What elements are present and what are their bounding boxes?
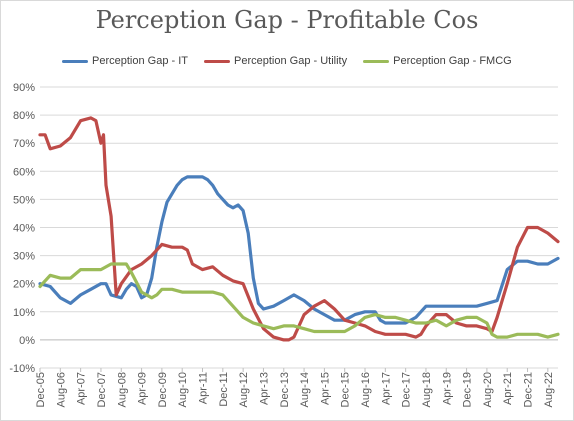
y-tick-label: 60% (13, 166, 35, 178)
legend-label: Perception Gap - IT (92, 55, 188, 67)
x-tick-label: Apr-11 (198, 372, 210, 404)
x-tick-label: Dec-21 (523, 372, 535, 407)
x-tick-label: Dec-15 (340, 372, 352, 407)
legend-swatch (363, 59, 390, 63)
y-tick-label: 20% (13, 279, 35, 291)
legend-swatch (62, 59, 88, 63)
x-tick-label: Aug-18 (421, 372, 433, 407)
y-tick-label: 70% (13, 138, 35, 150)
y-tick-label: 40% (13, 223, 35, 235)
legend-item-2: Perception Gap - Utility (204, 55, 347, 67)
x-tick-label: Dec-17 (401, 372, 413, 407)
x-tick-label: Apr-17 (380, 372, 392, 405)
x-tick-label: Dec-07 (96, 372, 108, 407)
y-tick-label: 0% (19, 335, 35, 347)
y-tick-label: 50% (13, 194, 35, 206)
series-line-3 (38, 262, 560, 339)
x-tick-label: Dec-13 (279, 372, 291, 407)
x-tick-label: Apr-19 (441, 372, 453, 405)
chart-title: Perception Gap - Profitable Cos (95, 6, 479, 34)
x-tick-label: Apr-09 (137, 372, 149, 405)
x-tick-label: Aug-12 (238, 372, 250, 407)
y-tick-label: -10% (9, 363, 35, 375)
chart-legend: Perception Gap - IT Perception Gap - Util… (62, 55, 528, 67)
x-tick-label: Dec-19 (462, 372, 474, 407)
x-tick-label: Aug-08 (116, 372, 128, 407)
x-tick-label: Apr-15 (319, 372, 331, 405)
y-tick-label: 30% (13, 251, 35, 263)
series-line-1 (38, 175, 560, 325)
y-tick-label: 10% (13, 307, 35, 319)
x-tick-label: Aug-22 (543, 372, 555, 407)
x-tick-label: Aug-16 (360, 372, 372, 407)
y-tick-label: 90% (13, 82, 35, 94)
y-tick-label: 80% (13, 110, 35, 122)
x-tick-label: Aug-14 (299, 372, 311, 407)
x-tick-label: Apr-13 (258, 372, 270, 405)
legend-item-1: Perception Gap - IT (62, 55, 188, 67)
x-tick-label: Apr-21 (502, 372, 514, 405)
x-tick-label: Dec-11 (218, 372, 230, 407)
x-tick-label: Aug-10 (177, 372, 189, 407)
series-line-2 (38, 116, 560, 342)
x-tick-label: Dec-05 (35, 372, 47, 407)
x-tick-label: Aug-20 (482, 372, 494, 407)
legend-swatch (204, 59, 230, 63)
x-tick-label: Dec-09 (157, 372, 169, 407)
x-tick-label: Aug-06 (55, 372, 67, 407)
legend-label: Perception Gap - FMCG (393, 55, 512, 67)
legend-label: Perception Gap - Utility (234, 55, 348, 67)
x-tick-label: Apr-07 (76, 372, 88, 405)
legend-item-3: Perception Gap - FMCG (363, 55, 512, 67)
